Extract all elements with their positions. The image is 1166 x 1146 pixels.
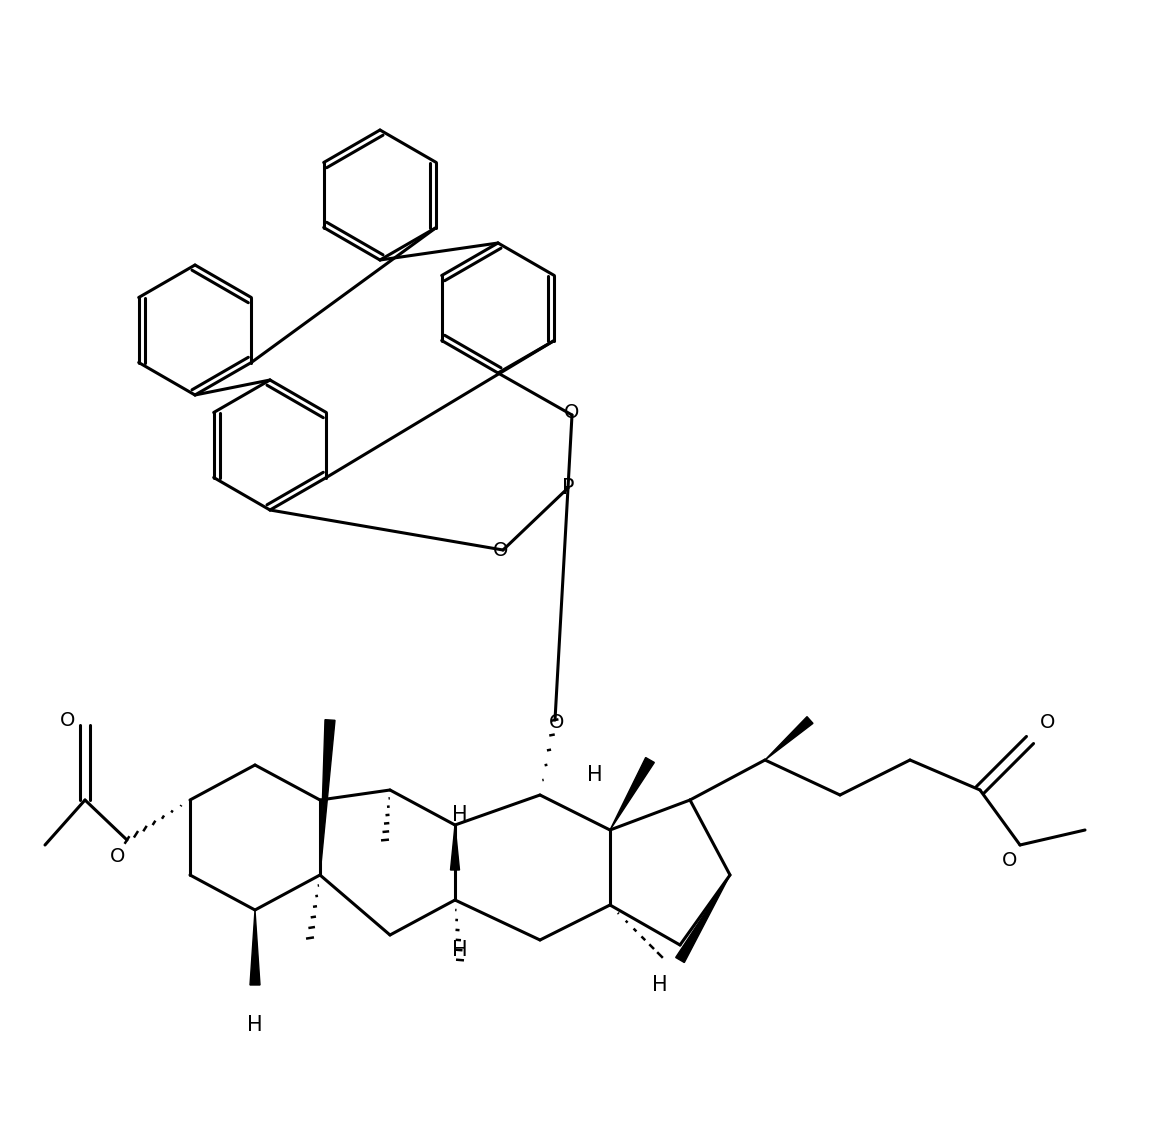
- Polygon shape: [319, 720, 335, 876]
- Text: H: H: [247, 1015, 262, 1035]
- Text: O: O: [564, 403, 580, 423]
- Text: H: H: [452, 804, 468, 825]
- Polygon shape: [675, 876, 730, 963]
- Text: O: O: [111, 848, 126, 866]
- Text: O: O: [1003, 850, 1018, 870]
- Polygon shape: [450, 825, 459, 870]
- Polygon shape: [765, 716, 813, 760]
- Text: O: O: [61, 711, 76, 730]
- Text: H: H: [652, 975, 668, 995]
- Text: H: H: [588, 766, 603, 785]
- Polygon shape: [610, 758, 654, 830]
- Text: O: O: [1040, 713, 1055, 731]
- Text: P: P: [562, 478, 574, 499]
- Polygon shape: [250, 910, 260, 986]
- Text: O: O: [493, 541, 508, 559]
- Text: O: O: [549, 713, 564, 731]
- Text: H: H: [452, 940, 468, 960]
